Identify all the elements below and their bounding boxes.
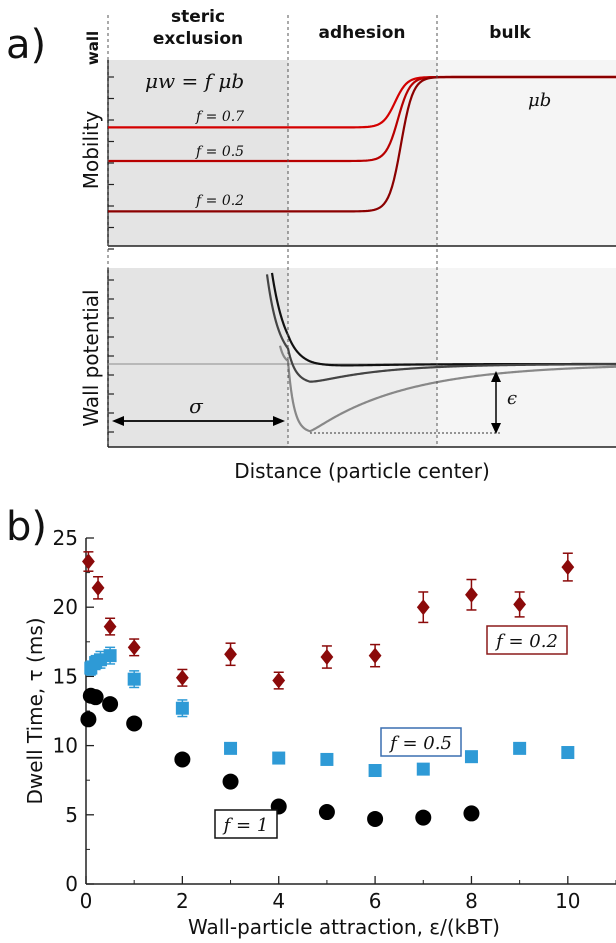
panel-b-label: b) <box>6 504 47 550</box>
label-box-f05 <box>380 727 462 757</box>
data-point <box>320 649 334 666</box>
data-point <box>561 559 575 576</box>
data-point <box>224 646 237 663</box>
region-bulk-label: bulk <box>489 23 531 43</box>
curve-label-f07: f = 0.7 <box>195 109 244 125</box>
data-point <box>416 762 430 776</box>
data-point <box>174 751 191 768</box>
bulk-mobility-label: μb <box>528 90 551 111</box>
sigma-label: σ <box>189 394 204 418</box>
data-point <box>175 701 189 715</box>
data-point <box>465 586 478 603</box>
x-tick-label: 0 <box>80 889 93 913</box>
data-point <box>416 599 430 616</box>
series-circle <box>80 687 480 827</box>
dwell-time-chart: 0 2 4 6 8 10 0 5 10 15 20 25 Dwell Time, τ (ms) Wal… <box>23 526 616 939</box>
y-tick-label: 5 <box>65 803 78 827</box>
region-adhesion-label: adhesion <box>318 23 405 43</box>
data-point <box>127 672 141 686</box>
data-point <box>175 669 189 686</box>
y-tick-label: 0 <box>65 872 78 896</box>
y-tick-label: 10 <box>53 734 78 758</box>
data-point <box>367 810 384 827</box>
data-point <box>513 741 527 755</box>
data-point <box>87 689 104 706</box>
data-point <box>368 647 382 664</box>
mobility-panel: Mobility μw = f μb μb f = 0.7 f = 0.5 f … <box>79 60 616 250</box>
curve-label-f02: f = 0.2 <box>195 193 244 209</box>
mobility-curve <box>108 75 616 213</box>
x-tick-label: 8 <box>465 889 478 913</box>
data-point <box>91 579 105 596</box>
data-point <box>126 715 143 732</box>
x-tick-label: 4 <box>272 889 285 913</box>
potential-curve <box>265 274 616 383</box>
x-tick-label: 10 <box>555 889 580 913</box>
curve-label-f05: f = 0.5 <box>195 144 244 160</box>
label-f05: f = 0.5 <box>388 733 452 754</box>
mobility-ylabel: Mobility <box>79 111 103 190</box>
mobility-equation: μw = f μb <box>145 69 244 93</box>
x-tick-label: 2 <box>176 889 189 913</box>
region-steric-label: steric exclusion <box>153 7 243 49</box>
label-box-f1 <box>214 809 278 839</box>
potential-panel: σ ϵ Wall potential Distance (particle ce… <box>79 268 616 483</box>
chart-xlabel: Wall-particle attraction, ε/(kBT) <box>188 915 500 939</box>
data-point <box>82 553 95 570</box>
data-point <box>320 752 334 766</box>
potential-ylabel: Wall potential <box>79 289 103 426</box>
series-square <box>84 646 575 778</box>
y-tick-label: 15 <box>53 664 78 688</box>
data-point <box>127 639 141 656</box>
data-point <box>103 649 117 663</box>
y-tick-label: 20 <box>53 595 78 619</box>
panel-a-label: a) <box>6 22 46 68</box>
data-point <box>102 696 119 713</box>
data-point <box>415 809 432 826</box>
potential-curve <box>278 345 616 433</box>
data-point <box>513 596 527 613</box>
series-diamond <box>82 551 575 690</box>
data-point <box>103 618 117 635</box>
chart-ylabel: Dwell Time, τ (ms) <box>23 617 47 804</box>
data-point <box>80 711 97 728</box>
data-point <box>272 751 286 765</box>
data-point <box>272 672 286 689</box>
data-point <box>224 741 238 755</box>
data-point <box>561 746 575 760</box>
label-f1: f = 1 <box>222 815 269 836</box>
data-point <box>318 804 335 821</box>
label-f02: f = 0.2 <box>494 631 558 652</box>
x-tick-label: 6 <box>369 889 382 913</box>
data-point <box>368 764 382 778</box>
distance-xlabel: Distance (particle center) <box>234 459 490 483</box>
region-dividers <box>107 15 438 447</box>
epsilon-label: ϵ <box>507 388 517 409</box>
y-tick-label: 25 <box>53 526 78 550</box>
data-point <box>463 805 480 822</box>
label-box-f02 <box>486 625 568 655</box>
data-point <box>222 773 239 790</box>
region-wall-label: wall <box>84 31 102 65</box>
data-point <box>464 750 478 764</box>
